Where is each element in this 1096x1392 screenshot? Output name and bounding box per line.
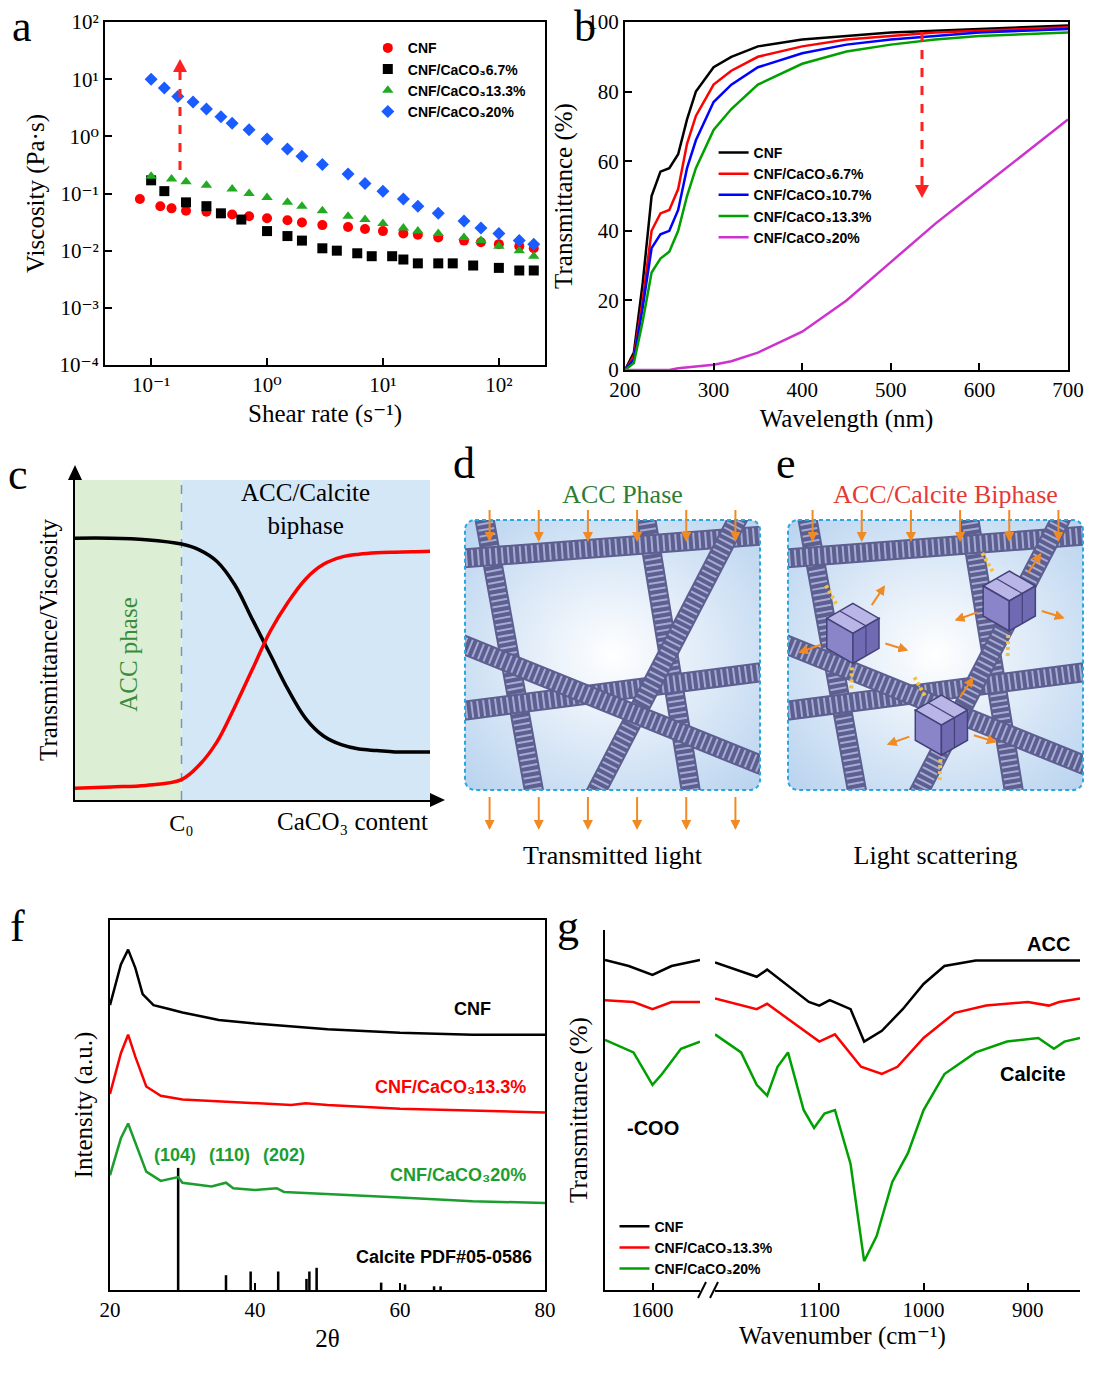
svg-text:80: 80	[598, 80, 619, 104]
svg-text:60: 60	[390, 1298, 411, 1322]
svg-text:100: 100	[587, 10, 619, 34]
svg-text:CNF/CaCO₃13.3%: CNF/CaCO₃13.3%	[375, 1077, 526, 1097]
svg-text:10²: 10²	[72, 10, 99, 34]
svg-text:CNF: CNF	[655, 1219, 684, 1235]
svg-text:Transmitted light: Transmitted light	[523, 841, 703, 870]
svg-text:60: 60	[598, 150, 619, 174]
svg-text:CaCO₃ content: CaCO₃ content	[277, 808, 428, 835]
svg-text:CNF/CaCO₃20%: CNF/CaCO₃20%	[408, 104, 515, 120]
svg-text:10⁰: 10⁰	[69, 125, 98, 149]
svg-text:Shear rate (s⁻¹): Shear rate (s⁻¹)	[248, 400, 402, 428]
svg-text:10¹: 10¹	[72, 68, 99, 92]
svg-text:d: d	[453, 439, 475, 488]
svg-text:(110): (110)	[209, 1145, 250, 1165]
svg-text:1100: 1100	[799, 1298, 840, 1322]
svg-text:40: 40	[245, 1298, 266, 1322]
svg-text:Viscosity (Pa·s): Viscosity (Pa·s)	[22, 114, 50, 273]
svg-text:(202): (202)	[263, 1145, 305, 1165]
svg-text:b: b	[574, 2, 596, 51]
svg-text:CNF/CaCO₃20%: CNF/CaCO₃20%	[655, 1261, 762, 1277]
svg-text:(104): (104)	[154, 1145, 196, 1165]
svg-text:Calcite PDF#05-0586: Calcite PDF#05-0586	[356, 1247, 532, 1267]
svg-text:ACC Phase: ACC Phase	[562, 480, 683, 509]
svg-text:20: 20	[100, 1298, 121, 1322]
svg-text:700: 700	[1052, 378, 1084, 402]
svg-text:10⁻¹: 10⁻¹	[60, 182, 98, 206]
svg-text:Transmittance (%): Transmittance (%)	[550, 103, 578, 289]
svg-text:CNF/CaCO₃13.3%: CNF/CaCO₃13.3%	[754, 209, 872, 225]
svg-text:Wavenumber (cm⁻¹): Wavenumber (cm⁻¹)	[739, 1322, 946, 1350]
svg-text:CNF/CaCO₃10.7%: CNF/CaCO₃10.7%	[754, 187, 872, 203]
svg-text:ACC/Calcitebiphase: ACC/Calcitebiphase	[241, 479, 370, 539]
svg-text:g: g	[557, 902, 579, 951]
svg-text:Light scattering: Light scattering	[854, 841, 1018, 870]
svg-text:Calcite: Calcite	[1000, 1063, 1066, 1085]
svg-text:20: 20	[598, 289, 619, 313]
svg-text:40: 40	[598, 219, 619, 243]
svg-text:400: 400	[786, 378, 818, 402]
svg-text:ACC/Calcite Biphase: ACC/Calcite Biphase	[833, 480, 1058, 509]
svg-text:CNF/CaCO₃6.7%: CNF/CaCO₃6.7%	[408, 62, 518, 78]
svg-text:-COO: -COO	[627, 1117, 679, 1139]
svg-text:c: c	[8, 450, 28, 499]
svg-text:10⁻¹: 10⁻¹	[132, 373, 170, 397]
svg-text:ACC: ACC	[1027, 933, 1070, 955]
svg-text:CNF/CaCO₃20%: CNF/CaCO₃20%	[754, 230, 861, 246]
svg-text:600: 600	[964, 378, 996, 402]
svg-text:Wavelength (nm): Wavelength (nm)	[760, 405, 934, 433]
svg-text:300: 300	[698, 378, 730, 402]
svg-text:1000: 1000	[903, 1298, 945, 1322]
svg-text:80: 80	[535, 1298, 556, 1322]
svg-text:10⁰: 10⁰	[252, 373, 281, 397]
svg-text:1600: 1600	[632, 1298, 674, 1322]
svg-text:Transmittance/Viscosity: Transmittance/Viscosity	[35, 519, 62, 762]
svg-text:C₀: C₀	[169, 810, 193, 836]
svg-text:CNF/CaCO₃6.7%: CNF/CaCO₃6.7%	[754, 166, 864, 182]
svg-text:CNF/CaCO₃20%: CNF/CaCO₃20%	[390, 1165, 526, 1185]
svg-text:CNF/CaCO₃13.3%: CNF/CaCO₃13.3%	[655, 1240, 773, 1256]
svg-text:500: 500	[875, 378, 907, 402]
svg-text:Intensity (a.u.): Intensity (a.u.)	[70, 1032, 98, 1178]
svg-text:f: f	[10, 902, 25, 951]
svg-text:10⁻⁴: 10⁻⁴	[59, 353, 98, 377]
svg-text:CNF: CNF	[454, 999, 491, 1019]
svg-text:CNF: CNF	[408, 40, 437, 56]
svg-text:CNF/CaCO₃13.3%: CNF/CaCO₃13.3%	[408, 83, 526, 99]
svg-text:10¹: 10¹	[369, 373, 396, 397]
svg-text:Transmittance (%): Transmittance (%)	[565, 1017, 593, 1203]
svg-text:a: a	[12, 2, 32, 51]
svg-text:900: 900	[1012, 1298, 1044, 1322]
svg-text:10⁻³: 10⁻³	[60, 296, 98, 320]
svg-text:200: 200	[609, 378, 641, 402]
svg-text:0: 0	[608, 358, 619, 382]
svg-text:CNF: CNF	[754, 145, 783, 161]
svg-text:e: e	[776, 439, 796, 488]
svg-text:2θ: 2θ	[315, 1325, 339, 1352]
svg-text:ACC phase: ACC phase	[115, 597, 142, 712]
svg-text:10⁻²: 10⁻²	[60, 239, 98, 263]
svg-text:10²: 10²	[485, 373, 512, 397]
